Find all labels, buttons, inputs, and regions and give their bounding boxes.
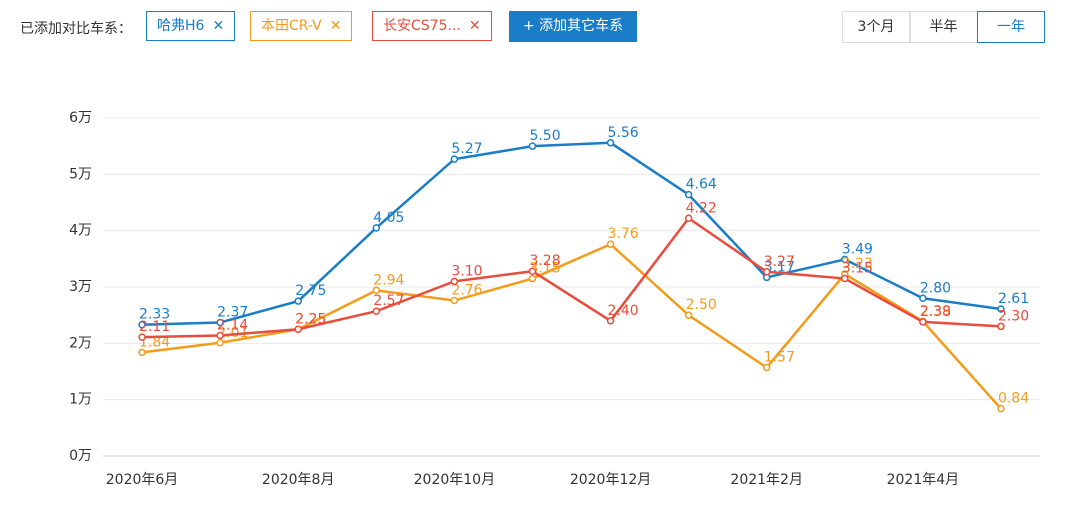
data-label: 5.27: [451, 141, 482, 157]
remove-icon[interactable]: ✕: [212, 18, 225, 34]
data-point: [606, 240, 615, 248]
data-point: [450, 277, 459, 286]
series-tag: 哈弗H6 ✕: [146, 11, 236, 41]
data-point: [997, 305, 1005, 313]
data-point: [294, 297, 302, 305]
data-point: [919, 318, 927, 326]
data-label: 2.30: [998, 308, 1029, 324]
data-point: [216, 339, 224, 347]
data-label: 3.76: [608, 226, 639, 242]
data-point: [919, 294, 927, 303]
x-tick-label: 2021年4月: [887, 472, 960, 488]
x-tick-label: 2020年8月: [262, 472, 335, 488]
y-tick-label: 5万: [69, 166, 92, 182]
data-label: 2.40: [608, 303, 639, 319]
data-label: 2.11: [139, 319, 170, 335]
data-label: 5.50: [529, 128, 560, 144]
remove-icon[interactable]: ✕: [329, 18, 342, 34]
data-point: [372, 224, 381, 232]
data-label: 2.25: [295, 311, 326, 327]
data-label: 2.39: [920, 303, 951, 319]
toolbar: 已添加对比车系： + 添加其它车系 哈弗H6 ✕ 本田CR-V ✕ 长安CS75... ✕…: [0, 11, 1091, 43]
range-option[interactable]: 一年: [977, 11, 1045, 43]
data-point: [528, 267, 537, 275]
data-label: 3.28: [529, 253, 560, 269]
y-tick-label: 4万: [69, 223, 92, 239]
x-tick-label: 2021年2月: [730, 472, 803, 488]
data-point: [684, 214, 693, 223]
data-label: 1.57: [764, 350, 795, 366]
data-point: [216, 331, 224, 340]
data-label: 3.23: [842, 256, 873, 272]
data-label: 2.01: [217, 325, 248, 341]
data-label: 4.64: [686, 177, 717, 193]
add-button[interactable]: + 添加其它车系: [509, 11, 637, 42]
data-label: 5.56: [608, 125, 639, 141]
data-label: 2.33: [139, 307, 170, 323]
data-label: 2.75: [295, 283, 326, 299]
y-tick-label: 1万: [69, 392, 92, 408]
x-tick-label: 2020年6月: [106, 472, 179, 488]
compare-label: 已添加对比车系：: [20, 21, 132, 37]
tag-name: 长安CS75...: [383, 18, 461, 34]
data-point: [138, 333, 146, 341]
y-tick-label: 3万: [69, 279, 92, 295]
x-tick-label: 2020年12月: [570, 472, 651, 488]
data-point: [841, 274, 849, 283]
data-point: [138, 320, 146, 329]
data-point: [372, 286, 381, 295]
data-point: [762, 268, 771, 276]
x-tick-label: 2020年10月: [414, 472, 495, 488]
data-point: [216, 318, 224, 327]
data-point: [450, 296, 459, 305]
data-point: [997, 322, 1005, 331]
tag-name: 哈弗H6: [157, 18, 205, 34]
data-point: [294, 325, 302, 333]
data-label: 2.38: [920, 304, 951, 320]
remove-icon[interactable]: ✕: [468, 18, 481, 34]
data-label: 2.25: [295, 311, 326, 327]
data-point: [138, 348, 146, 357]
data-point: [684, 190, 693, 199]
data-label: 1.84: [139, 334, 170, 350]
series-line: [142, 216, 1002, 339]
data-point: [684, 311, 693, 319]
data-label: 0.84: [998, 391, 1029, 407]
series-tag: 长安CS75... ✕: [372, 11, 492, 41]
y-tick-label: 6万: [69, 110, 92, 126]
data-point: [528, 274, 537, 283]
data-point: [372, 307, 381, 315]
data-point: [841, 255, 849, 264]
data-label: 2.94: [373, 272, 404, 288]
data-label: 2.50: [686, 297, 717, 313]
data-label: 4.05: [373, 210, 404, 226]
data-label: 3.27: [764, 254, 795, 270]
data-label: 2.37: [217, 304, 248, 320]
data-label: 3.10: [451, 263, 482, 279]
data-label: 2.76: [451, 283, 482, 299]
data-point: [606, 317, 615, 325]
data-label: 2.57: [373, 293, 404, 309]
data-label: 3.15: [529, 261, 560, 277]
data-point: [606, 139, 615, 147]
data-label: 3.49: [842, 241, 873, 257]
data-point: [528, 142, 537, 150]
data-label: 2.80: [920, 280, 951, 296]
series-line: [142, 141, 1002, 326]
tag-name: 本田CR-V: [261, 18, 322, 34]
data-point: [997, 404, 1005, 413]
data-label: 4.22: [686, 200, 717, 216]
data-label: 3.15: [842, 261, 873, 277]
series-tag: 本田CR-V ✕: [250, 11, 353, 41]
y-tick-label: 0万: [69, 448, 92, 464]
data-label: 2.14: [217, 317, 248, 333]
data-point: [450, 155, 459, 163]
y-tick-label: 2万: [69, 335, 92, 351]
data-label: 2.61: [998, 291, 1029, 307]
data-point: [762, 363, 771, 372]
